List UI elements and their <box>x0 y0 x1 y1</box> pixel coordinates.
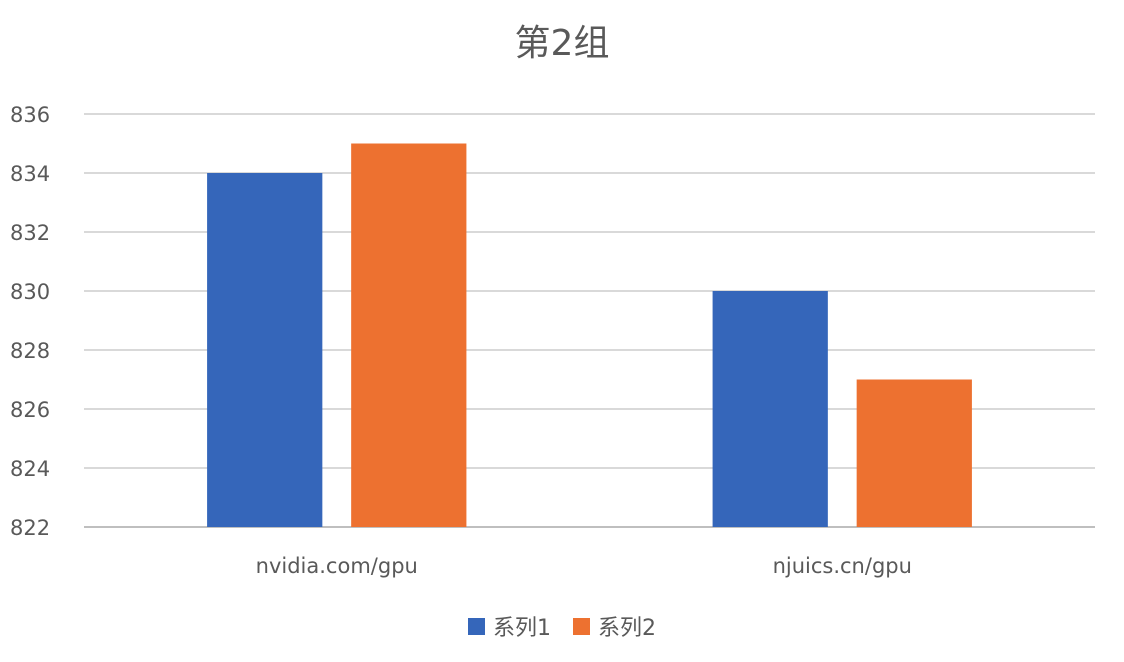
y-tick-label: 826 <box>10 398 50 422</box>
chart-title: 第2组 <box>514 23 610 64</box>
y-tick-label: 832 <box>10 221 50 245</box>
legend-swatch-series-1 <box>468 617 485 635</box>
bar-2-2 <box>856 379 972 527</box>
legend-label-series-1: 系列1 <box>493 616 551 641</box>
legend: 系列1 系列2 <box>0 610 1124 642</box>
x-tick-label: nvidia.com/gpu <box>256 554 418 578</box>
bar-1-2 <box>712 291 828 527</box>
x-tick-label: njuics.cn/gpu <box>773 554 912 578</box>
legend-item-series-1: 系列1 <box>468 610 551 642</box>
bar-2-1 <box>351 143 467 527</box>
y-tick-label: 822 <box>10 516 50 540</box>
legend-swatch-series-2 <box>573 617 590 635</box>
y-tick-label: 824 <box>10 457 50 481</box>
y-tick-label: 830 <box>10 280 50 304</box>
legend-item-series-2: 系列2 <box>573 610 656 642</box>
y-tick-label: 828 <box>10 339 50 363</box>
bar-1-1 <box>207 173 323 527</box>
y-tick-label: 834 <box>10 162 50 186</box>
legend-label-series-2: 系列2 <box>598 616 656 641</box>
y-tick-label: 836 <box>10 103 50 127</box>
